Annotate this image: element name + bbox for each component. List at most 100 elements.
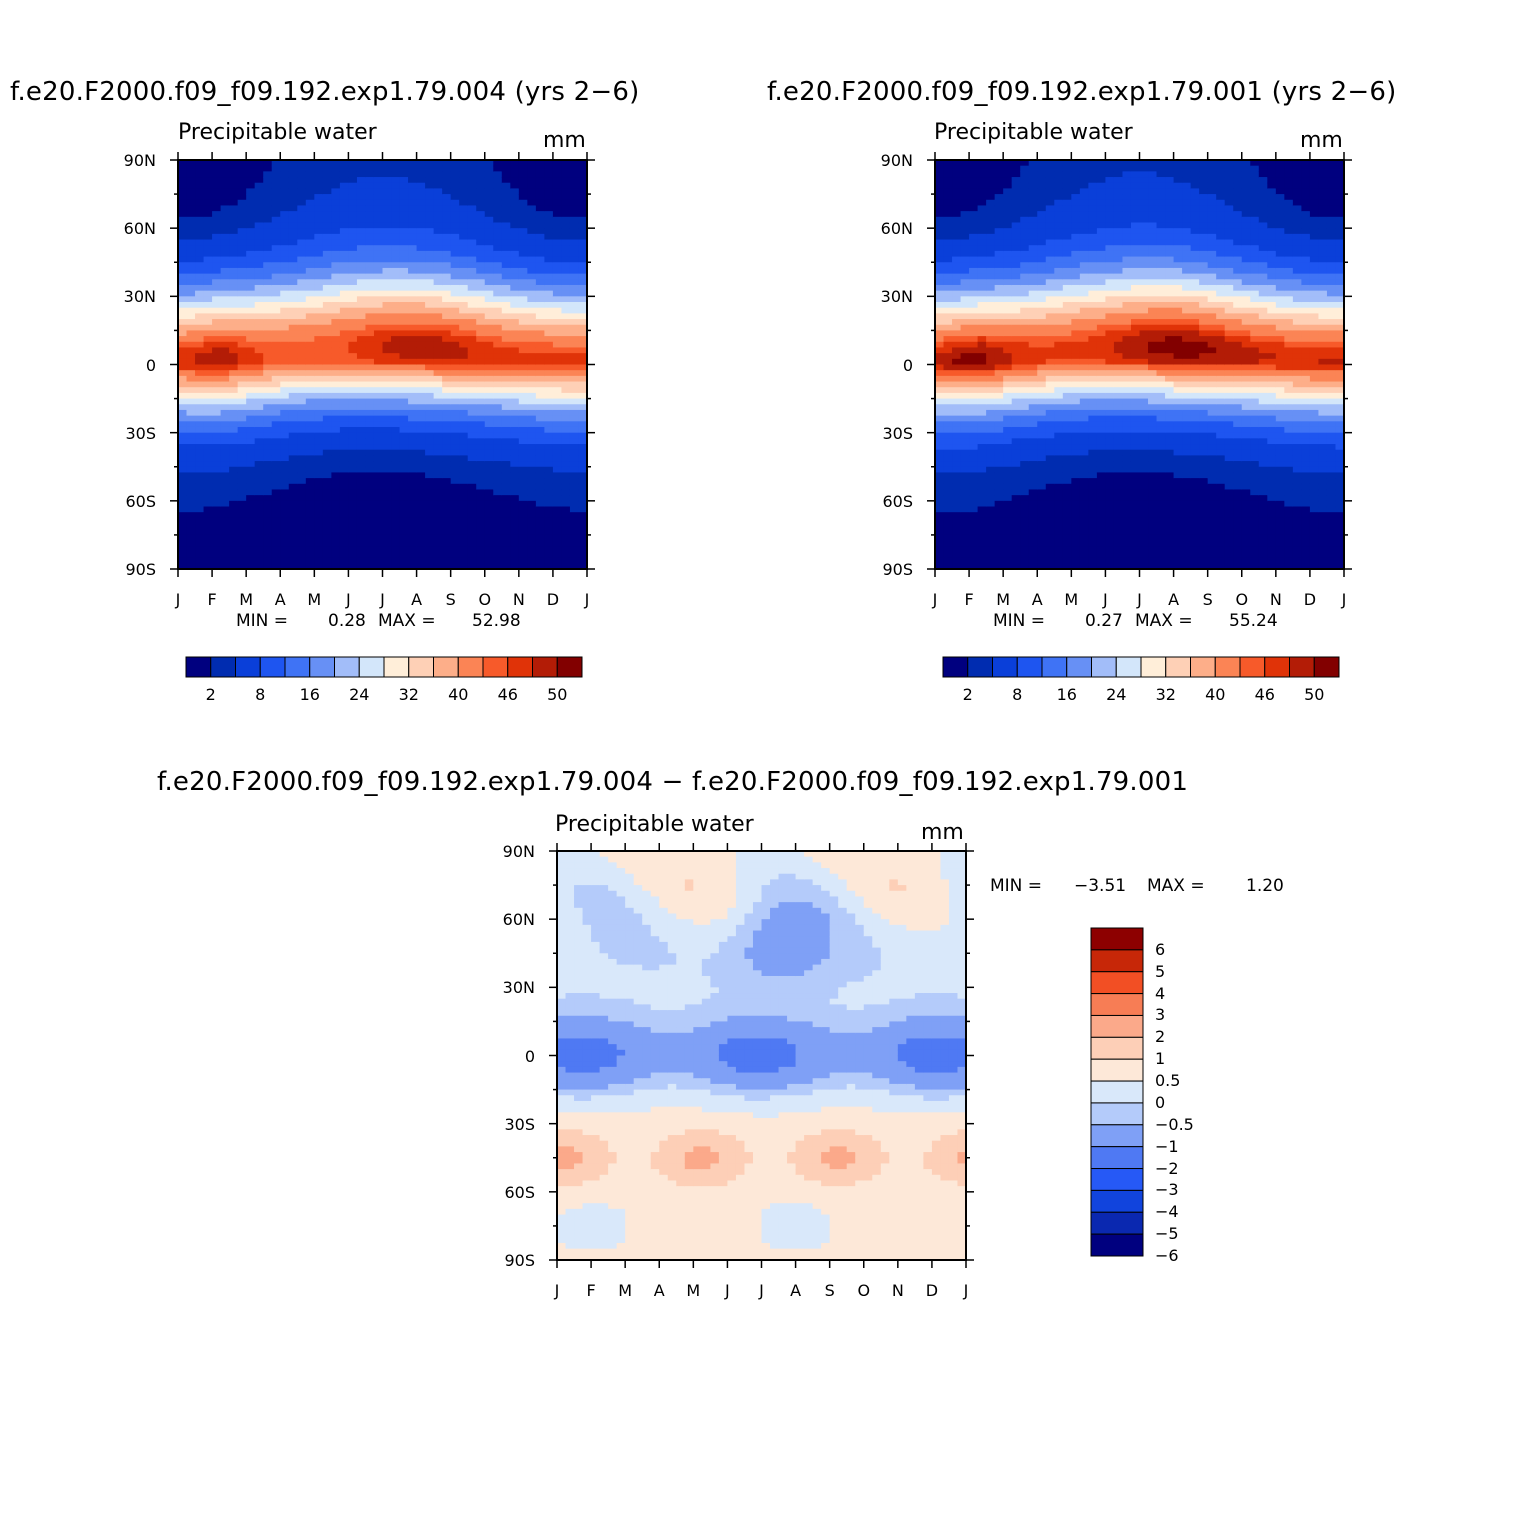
cell [186, 387, 196, 394]
cell [476, 546, 486, 553]
cell [1054, 409, 1064, 417]
cell [442, 302, 452, 309]
cell [578, 239, 588, 246]
cell [1011, 495, 1021, 502]
cell [271, 455, 281, 462]
cell [561, 438, 571, 445]
cell [561, 375, 571, 383]
cell [578, 523, 588, 530]
cell [459, 551, 469, 559]
cell [1054, 472, 1064, 479]
cell [544, 563, 554, 570]
cell [969, 228, 979, 235]
cell [348, 336, 358, 343]
cell [1071, 307, 1081, 314]
cell [467, 245, 477, 252]
cell [969, 165, 979, 172]
cell [195, 506, 205, 513]
cell [450, 438, 460, 445]
cell [425, 296, 435, 303]
cell [356, 426, 367, 434]
cell [518, 523, 528, 530]
cell [263, 364, 273, 371]
cell [1096, 250, 1107, 258]
cell [1071, 551, 1081, 559]
cell [1037, 347, 1047, 354]
cell [1071, 267, 1081, 275]
cell [297, 495, 307, 502]
cell [1054, 540, 1064, 547]
cell [1020, 188, 1030, 195]
cell [1028, 392, 1038, 400]
cell [178, 302, 188, 309]
cell [246, 267, 256, 275]
cell [1037, 409, 1047, 417]
cell [220, 324, 230, 332]
cell [493, 449, 503, 456]
cell [246, 330, 256, 337]
cell [1054, 381, 1064, 388]
cell [467, 438, 477, 445]
cell [1105, 279, 1115, 286]
cell [212, 506, 222, 513]
cell [314, 529, 324, 536]
cell [510, 160, 520, 167]
cell [416, 546, 426, 553]
cell [493, 313, 503, 320]
cell [322, 381, 332, 388]
cell [527, 534, 537, 542]
cell [943, 517, 953, 525]
cell [986, 188, 996, 195]
cell [442, 438, 452, 445]
cell [569, 563, 580, 570]
cell [510, 478, 520, 485]
cell [977, 455, 987, 462]
cell [212, 216, 222, 224]
cell [960, 177, 970, 184]
cell [535, 415, 545, 422]
cell [1028, 279, 1038, 286]
cell [544, 432, 554, 439]
cell [178, 398, 188, 405]
cell [994, 290, 1004, 297]
cell [382, 455, 392, 462]
cell [935, 421, 945, 428]
cell [527, 233, 537, 241]
cell [237, 466, 247, 474]
cell [391, 387, 401, 394]
cell [442, 478, 452, 485]
cell [484, 500, 494, 508]
cell [442, 483, 452, 491]
cell [569, 199, 580, 207]
cell [280, 472, 290, 479]
cell [373, 245, 384, 252]
cell [246, 540, 256, 547]
cell [399, 279, 409, 286]
cell [969, 199, 979, 207]
cell [195, 557, 205, 564]
cell [416, 466, 426, 474]
cell [365, 296, 375, 303]
cell [356, 228, 367, 235]
cell [408, 449, 418, 456]
cell [510, 546, 520, 553]
cell [425, 216, 435, 224]
cell [246, 517, 256, 525]
cell [518, 540, 528, 547]
cell [1088, 307, 1098, 314]
cell [356, 478, 367, 485]
cell [1096, 506, 1107, 513]
cell [1037, 341, 1047, 349]
cell [960, 409, 970, 417]
cell [450, 478, 460, 485]
cell [467, 415, 477, 422]
cell [382, 188, 392, 195]
cell [1071, 160, 1081, 167]
cell [1037, 466, 1047, 474]
cell [246, 529, 256, 536]
cell [501, 165, 511, 172]
cell [237, 563, 247, 570]
cell [433, 222, 443, 229]
cell [331, 472, 341, 479]
cell [1045, 557, 1055, 564]
